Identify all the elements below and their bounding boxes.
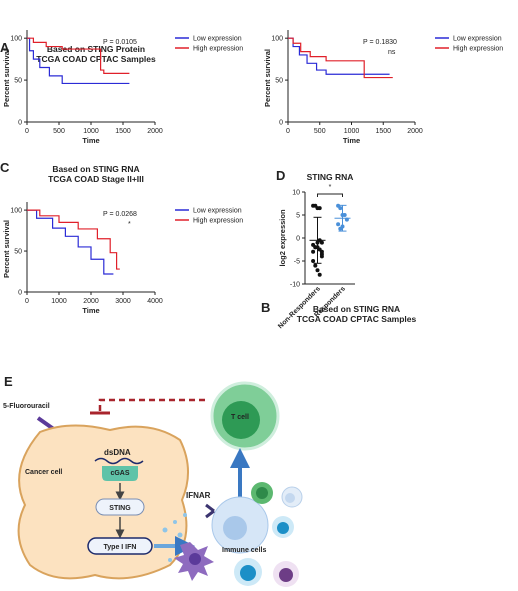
point xyxy=(342,213,347,217)
y-tick-label: 5 xyxy=(296,213,300,220)
survival-line xyxy=(27,209,114,275)
dna-helix xyxy=(94,457,144,465)
legend-label: High expression xyxy=(193,46,243,53)
significance: * xyxy=(329,184,332,191)
p-value: P = 0.0105 xyxy=(103,39,137,46)
cancer-cell-label: Cancer cell xyxy=(25,469,62,476)
y-tick-label: 0 xyxy=(18,120,22,127)
survival-line xyxy=(288,37,390,75)
dsdna-label: dsDNA xyxy=(104,448,131,457)
panel-letter: B xyxy=(261,300,270,315)
chart-title: Based on STING RNA xyxy=(313,304,400,314)
x-tick-label: 0 xyxy=(286,128,290,135)
y-tick-label: 10 xyxy=(292,190,300,197)
chart-subtitle: TCGA COAD CPTAC Samples xyxy=(36,54,156,64)
point xyxy=(317,206,322,211)
sting-label: STING xyxy=(109,505,131,512)
y-tick-label: 100 xyxy=(10,36,22,43)
y-tick-label: 0 xyxy=(18,290,22,297)
x-tick-label: 1500 xyxy=(115,128,131,135)
panel-letter: D xyxy=(276,168,285,183)
point xyxy=(315,268,320,273)
panel-e: E 5-Fluorouracil Cancer cell dsDNA cGAS … xyxy=(3,374,303,587)
chart-title: Based on STING RNA xyxy=(52,164,139,174)
x-tick-label: 4000 xyxy=(147,298,163,305)
y-axis-label: Percent survival xyxy=(2,220,11,278)
chart-subtitle: TCGA COAD CPTAC Samples xyxy=(297,314,417,324)
p-value: P = 0.1830 xyxy=(363,39,397,46)
survival-line xyxy=(27,209,120,270)
cgas-label: cGAS xyxy=(110,470,129,477)
y-tick-label: 0 xyxy=(296,236,300,243)
point xyxy=(311,259,316,263)
x-axis-label: Time xyxy=(82,306,99,315)
point xyxy=(313,245,318,250)
y-tick-label: 50 xyxy=(14,249,22,256)
point xyxy=(313,263,318,268)
ifn-box xyxy=(87,537,153,555)
survival-line xyxy=(27,37,130,74)
x-tick-label: 0 xyxy=(25,298,29,305)
ifn-label: Type I IFN xyxy=(104,544,137,551)
y-axis-label: log2 expression xyxy=(278,209,287,267)
point xyxy=(336,222,341,227)
t-cell-nucleus xyxy=(222,401,260,439)
x-tick-label: 1000 xyxy=(51,298,67,305)
legend-label: Low expression xyxy=(193,208,242,215)
receptor xyxy=(205,503,215,519)
x-tick-label: 1000 xyxy=(344,128,360,135)
significance: * xyxy=(128,49,131,56)
x-tick-label: 500 xyxy=(314,128,326,135)
panel-letter: A xyxy=(0,40,10,55)
x-axis-label: Time xyxy=(82,136,99,145)
y-tick-label: -5 xyxy=(294,259,300,266)
x-tick-label: 2000 xyxy=(407,128,423,135)
sting-box xyxy=(95,498,145,516)
significance: * xyxy=(128,221,131,228)
panel-letter: C xyxy=(0,160,10,175)
p-value: P = 0.0268 xyxy=(103,211,137,218)
x-tick-label: 3000 xyxy=(115,298,131,305)
legend-label: Low expression xyxy=(193,36,242,43)
y-axis-label: Percent survival xyxy=(2,49,11,107)
drug-label: 5-Fluorouracil xyxy=(3,403,50,410)
x-tick-label: 0 xyxy=(25,128,29,135)
immune-cells-label: Immune cells xyxy=(222,547,266,554)
y-tick-label: 0 xyxy=(279,120,283,127)
chart-title: STING RNA xyxy=(307,172,354,182)
legend-label: High expression xyxy=(453,46,503,53)
x-tick-label: 1500 xyxy=(375,128,391,135)
chart-subtitle: TCGA COAD Stage II+III xyxy=(48,174,144,184)
survival-line xyxy=(27,37,130,85)
y-tick-label: -10 xyxy=(290,282,300,289)
t-cell-label: T cell xyxy=(231,414,249,421)
significance: ns xyxy=(388,49,396,56)
x-tick-label: 2000 xyxy=(147,128,163,135)
x-tick-label: 2000 xyxy=(83,298,99,305)
point xyxy=(319,252,324,257)
panel-letter: E xyxy=(4,374,13,389)
survival-line xyxy=(288,37,393,79)
x-axis-label: Time xyxy=(343,136,360,145)
point xyxy=(338,206,343,211)
legend-label: Low expression xyxy=(453,36,502,43)
x-tick-label: 1000 xyxy=(83,128,99,135)
y-tick-label: 50 xyxy=(14,78,22,85)
legend-label: High expression xyxy=(193,218,243,225)
point xyxy=(317,272,322,277)
significance-bracket xyxy=(317,193,343,197)
point xyxy=(311,249,316,254)
cytokines xyxy=(162,513,187,562)
immune-nucleus xyxy=(223,516,247,540)
cgas-shape xyxy=(102,466,138,481)
y-tick-label: 100 xyxy=(271,36,283,43)
inhibition-line xyxy=(98,398,205,412)
y-tick-label: 50 xyxy=(275,78,283,85)
y-tick-label: 100 xyxy=(10,208,22,215)
ifnar-label: IFNAR xyxy=(186,491,211,500)
y-axis-label: Percent survival xyxy=(263,49,272,107)
x-tick-label: 500 xyxy=(53,128,65,135)
